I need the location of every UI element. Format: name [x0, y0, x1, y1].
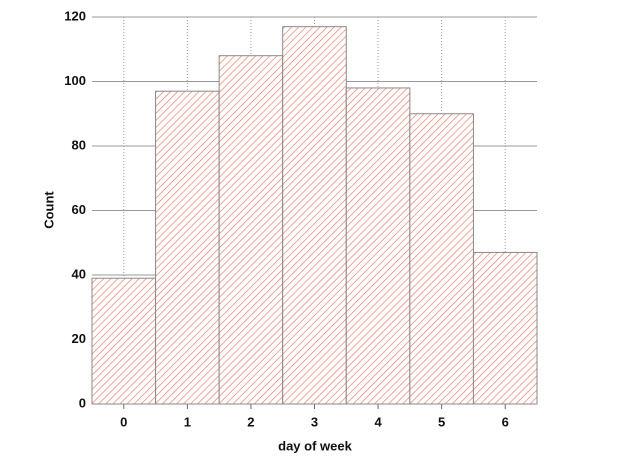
y-tick-label: 100 — [64, 73, 86, 88]
bar — [91, 277, 157, 405]
x-axis-label: day of week — [278, 438, 352, 453]
bar — [218, 55, 284, 405]
y-tick-label: 60 — [72, 202, 86, 217]
y-tick-label: 120 — [64, 8, 86, 23]
x-tick-label: 4 — [374, 414, 382, 429]
x-tick-label: 2 — [247, 414, 254, 429]
y-axis-label: Count — [41, 191, 56, 229]
y-tick-label: 80 — [72, 137, 86, 152]
bar — [155, 90, 220, 405]
x-tick-label: 3 — [311, 414, 318, 429]
bar — [282, 26, 347, 405]
x-tick-label: 0 — [120, 414, 127, 429]
x-tick-label: 5 — [438, 414, 445, 429]
x-tick-label: 1 — [184, 414, 191, 429]
bar — [345, 87, 411, 405]
x-tick-label: 6 — [502, 414, 509, 429]
bar — [472, 251, 538, 405]
y-tick-label: 0 — [79, 395, 86, 410]
y-tick-label: 40 — [72, 266, 86, 281]
bar — [409, 113, 474, 405]
y-tick-label: 20 — [72, 331, 86, 346]
